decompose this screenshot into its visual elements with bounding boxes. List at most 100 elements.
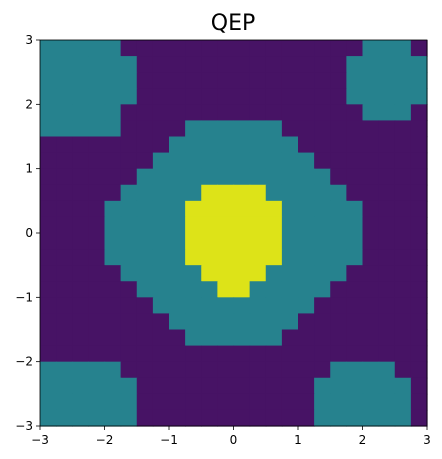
contour-cell [314,313,331,331]
contour-cell [201,361,218,379]
contour-cell [104,56,122,73]
contour-cell [378,216,396,234]
contour-cell [169,56,186,73]
contour-cell [72,184,89,202]
contour-cell [233,377,251,395]
contour-cell [136,152,154,170]
contour-cell [233,120,251,138]
contour-cell [217,40,235,57]
contour-cell [410,313,428,331]
contour-cell [104,249,122,266]
contour-cell [201,409,218,427]
contour-cell [152,345,170,363]
contour-cell [330,200,347,218]
contour-cell [249,216,267,234]
contour-cell [217,72,235,89]
contour-cell [217,88,235,105]
contour-cell [201,281,218,298]
contour-cell [185,120,202,138]
contour-cell [394,88,412,105]
contour-cell [249,40,267,57]
contour-cell [394,233,412,250]
contour-cell [40,361,57,379]
contour-cell [72,265,89,282]
contour-cell [330,377,347,395]
contour-cell [40,313,57,331]
contour-cell [56,184,73,202]
contour-cell [249,297,267,315]
contour-cell [265,184,283,202]
contour-cell [120,56,138,73]
contour-cell [120,233,138,250]
contour-cell [362,120,380,138]
contour-cell [394,56,412,73]
contour-cell [249,249,267,266]
contour-cell [314,265,331,282]
contour-cell [104,200,122,218]
contour-cell [120,313,138,331]
contour-cell [88,136,106,154]
contour-cell [40,152,57,170]
contour-cell [378,136,396,154]
contour-cell [346,361,364,379]
contour-cell [56,329,73,347]
contour-cell [346,265,364,282]
contour-cell [72,393,89,411]
contour-cell [136,168,154,186]
contour-cell [152,313,170,331]
contour-cell [330,136,347,154]
contour-cell [136,88,154,105]
contour-cell [233,329,251,347]
contour-cell [362,136,380,154]
contour-cell [233,297,251,315]
contour-cell [104,88,122,105]
contour-cell [88,168,106,186]
contour-cell [88,216,106,234]
contour-cell [298,40,315,57]
contour-cell [330,216,347,234]
contour-cell [330,393,347,411]
contour-cell [72,233,89,250]
contour-cell [169,168,186,186]
contour-cell [314,281,331,298]
contour-cell [217,184,235,202]
contour-cell [88,72,106,89]
contour-cell [88,297,106,315]
contour-cell [362,297,380,315]
contour-cell [378,233,396,250]
contour-cell [185,345,202,363]
contour-cell [185,233,202,250]
contour-cell [217,249,235,266]
contour-cell [314,72,331,89]
contour-cell [249,152,267,170]
contour-cell [72,361,89,379]
contour-cell [265,72,283,89]
contour-cell [152,72,170,89]
contour-cell [362,168,380,186]
contour-cell [120,184,138,202]
contour-cell [72,136,89,154]
contour-cell [362,233,380,250]
contour-cell [410,297,428,315]
contour-cell [169,393,186,411]
contour-cell [362,313,380,331]
contour-cell [233,393,251,411]
contour-cell [120,329,138,347]
contour-cell [88,361,106,379]
contour-cell [298,377,315,395]
contour-cell [281,265,299,282]
contour-cell [314,88,331,105]
contour-cell [394,184,412,202]
contour-cell [217,233,235,250]
contour-cell [410,345,428,363]
contour-cell [169,361,186,379]
contour-cell [88,409,106,427]
contour-cell [346,233,364,250]
contour-cell [362,393,380,411]
contour-cell [410,120,428,138]
contour-cell [233,216,251,234]
contour-cell [152,136,170,154]
contour-cell [314,168,331,186]
contour-cell [104,265,122,282]
contour-cell [394,40,412,57]
